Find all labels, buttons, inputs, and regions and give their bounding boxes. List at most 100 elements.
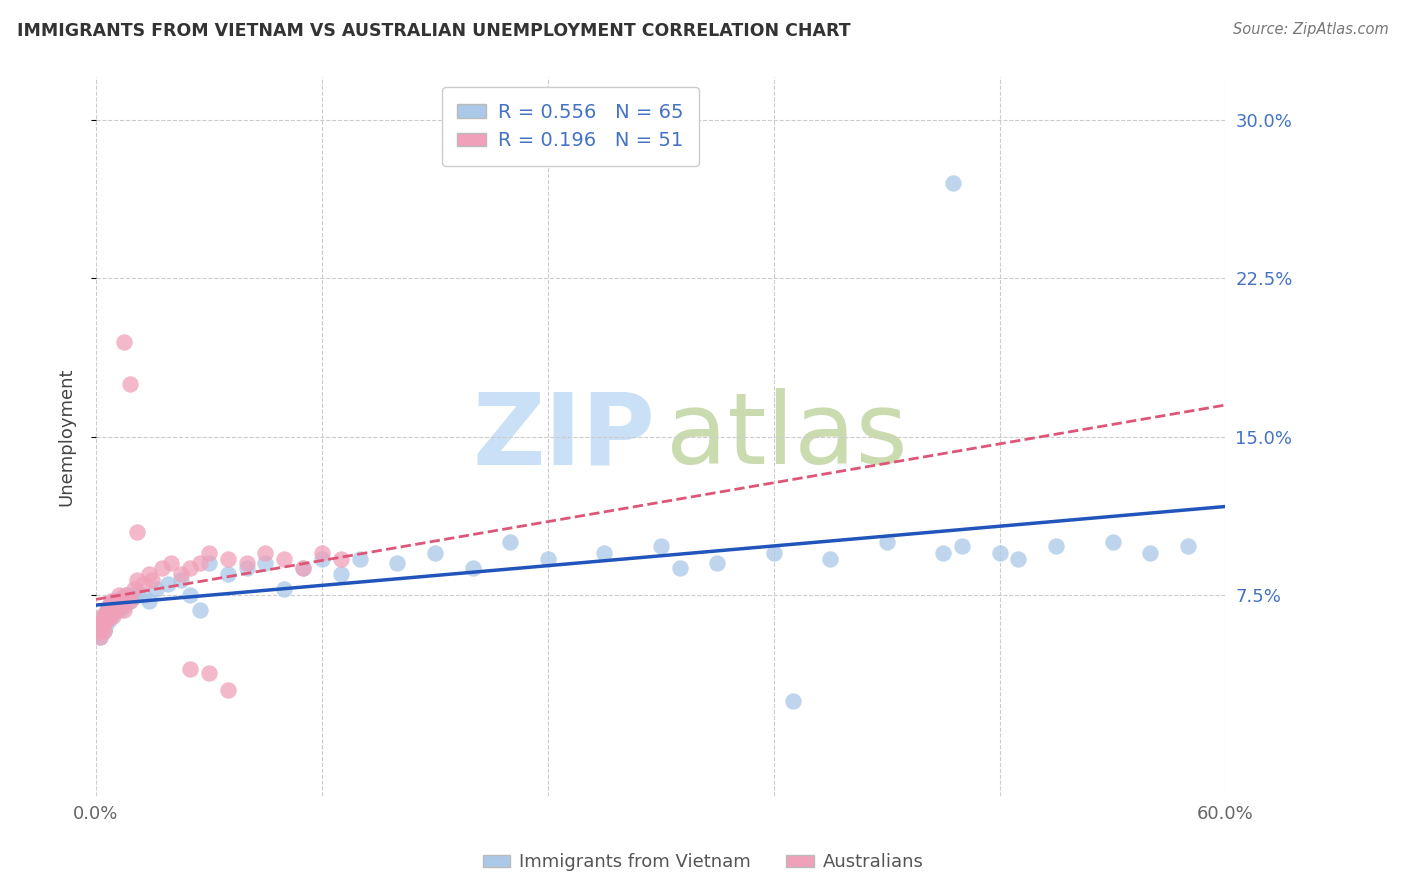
Point [89,630,111,644]
Point [104,599,127,613]
Point [101,599,124,613]
Point [96,614,118,628]
Point [217,566,239,581]
Y-axis label: Unemployment: Unemployment [58,368,75,506]
Point [1139,546,1161,560]
Point [198,666,221,681]
Point [188,603,211,617]
Point [762,546,785,560]
Point [876,535,898,549]
Point [188,557,211,571]
Point [127,586,149,600]
Point [150,560,173,574]
Point [87,624,110,638]
Point [87,624,110,638]
Point [198,546,221,560]
Point [100,603,122,617]
Point [110,603,132,617]
Point [254,557,277,571]
Point [112,599,135,613]
Text: ZIP: ZIP [472,388,655,485]
Point [100,609,122,624]
Point [170,566,193,581]
Point [668,560,690,574]
Point [93,624,115,638]
Point [217,683,239,698]
Point [132,577,155,591]
Point [94,614,117,628]
Point [1101,535,1123,549]
Point [89,630,111,644]
Point [1177,540,1199,554]
Point [127,574,149,588]
Point [94,615,117,630]
Point [122,590,145,604]
Point [96,603,118,617]
Point [132,588,155,602]
Point [1007,552,1029,566]
Point [96,609,118,624]
Point [145,582,167,596]
Point [98,599,121,613]
Point [292,560,315,574]
Point [115,588,138,602]
Point [110,599,132,613]
Point [111,590,134,604]
Point [105,599,128,613]
Point [90,609,112,624]
Point [311,552,333,566]
Point [160,557,183,571]
Point [423,546,446,560]
Text: IMMIGRANTS FROM VIETNAM VS AUSTRALIAN UNEMPLOYMENT CORRELATION CHART: IMMIGRANTS FROM VIETNAM VS AUSTRALIAN UN… [17,22,851,40]
Point [818,552,841,566]
Text: atlas: atlas [666,388,908,485]
Point [118,594,141,608]
Point [122,582,145,596]
Point [273,582,295,596]
Point [349,552,371,566]
Point [782,694,804,708]
Point [292,560,315,574]
Point [93,624,115,638]
Point [98,614,121,628]
Point [1045,540,1067,554]
Point [100,603,122,617]
Point [90,620,112,634]
Point [217,552,239,566]
Point [111,594,134,608]
Point [105,603,128,617]
Point [706,557,728,571]
Point [329,552,352,566]
Text: Source: ZipAtlas.com: Source: ZipAtlas.com [1233,22,1389,37]
Point [107,588,129,602]
Point [988,546,1011,560]
Point [235,560,257,574]
Point [950,540,973,554]
Point [179,588,201,602]
Point [118,594,141,608]
Point [107,594,129,608]
Point [98,609,121,624]
Point [329,566,352,581]
Point [593,546,616,560]
Point [104,594,127,608]
Point [941,176,963,190]
Point [311,546,333,560]
Point [93,615,115,630]
Point [179,662,201,676]
Point [127,524,149,539]
Point [170,574,193,588]
Point [90,620,112,634]
Point [138,594,160,608]
Point [104,603,127,617]
Point [198,557,221,571]
Point [141,574,163,588]
Point [932,546,955,560]
Point [650,540,672,554]
Point [101,609,124,624]
Point [115,588,138,602]
Point [118,376,141,391]
Point [90,614,112,628]
Point [499,535,522,549]
Point [96,603,118,617]
